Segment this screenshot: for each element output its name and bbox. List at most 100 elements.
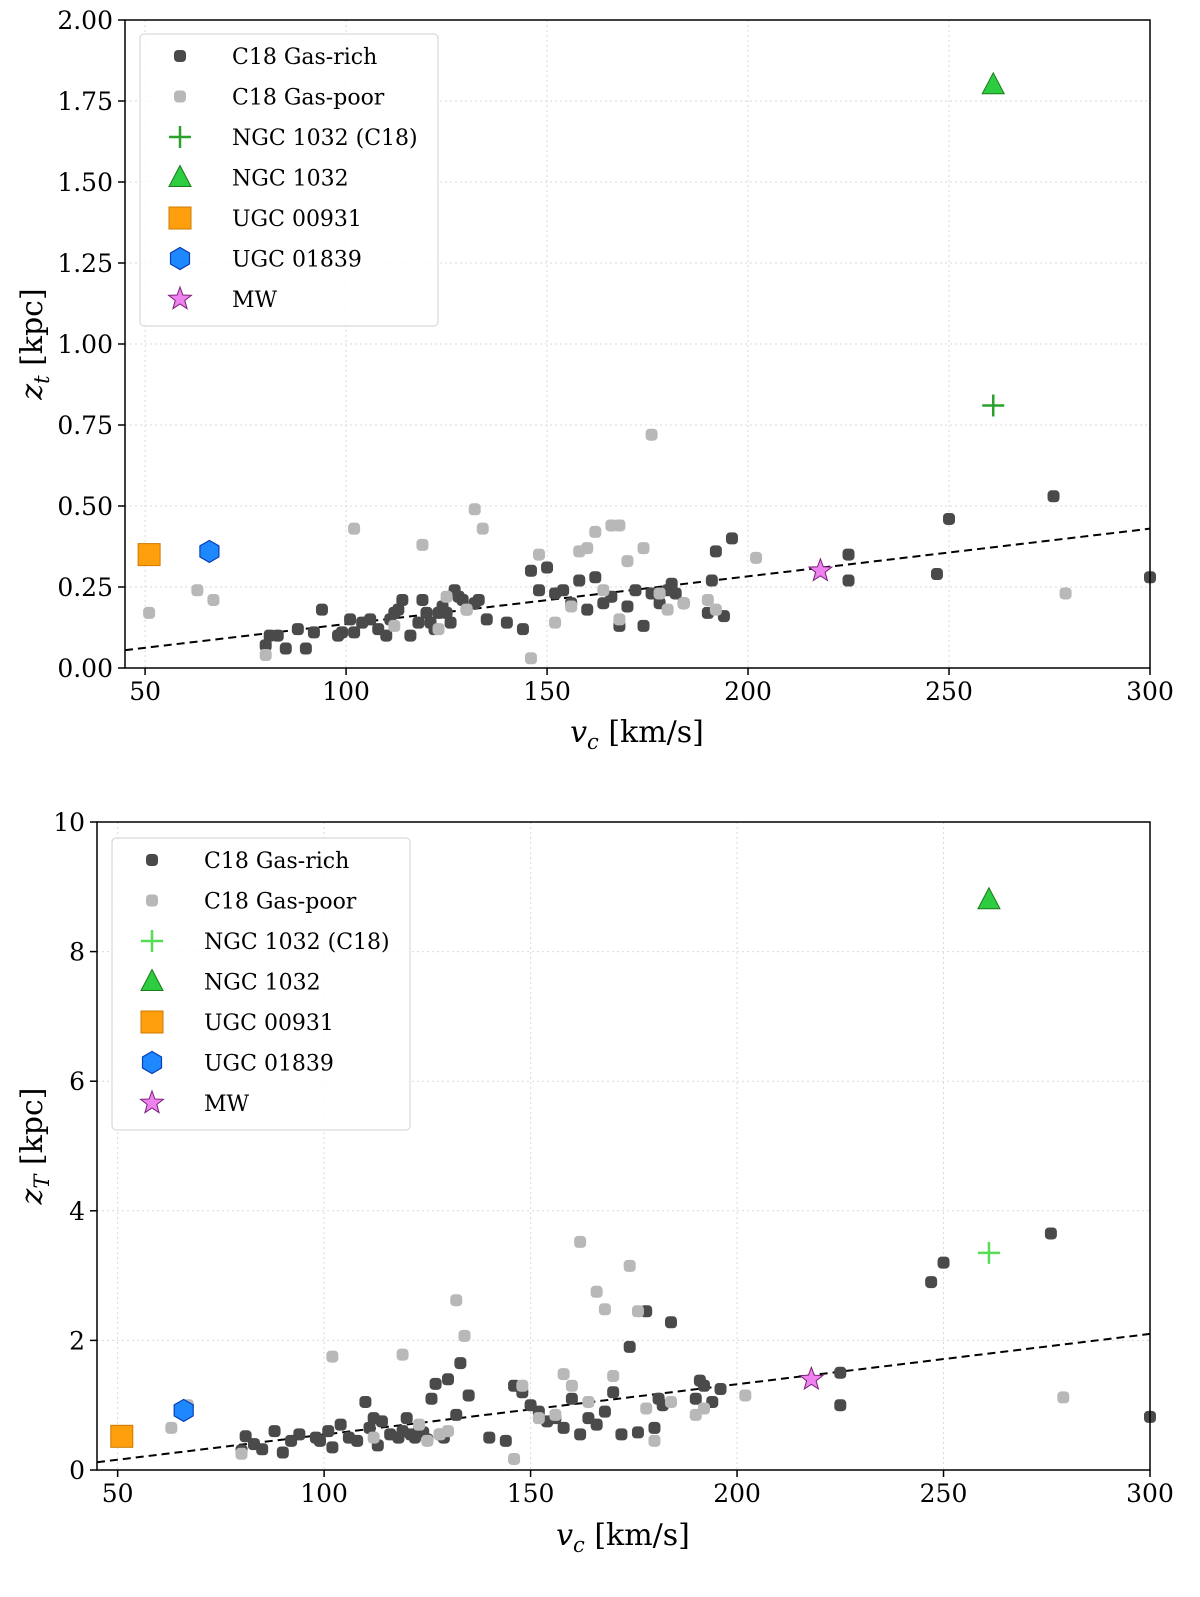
top-x-tick-label: 250 (925, 677, 973, 706)
bottom-x-axis-label: vc [km/s] (556, 1518, 690, 1557)
bottom-point-c18-gas-rich (925, 1276, 938, 1289)
top-point-c18-gas-poor (613, 519, 626, 532)
bottom-point-c18-gas-poor (640, 1402, 653, 1415)
bottom-point-c18-gas-rich (1044, 1227, 1057, 1240)
bottom-point-c18-gas-rich (598, 1405, 611, 1418)
top-point-c18-gas-rich (396, 593, 409, 606)
top-y-tick-label: 2.00 (57, 6, 113, 35)
top-point-ngc-1032-c18 (982, 394, 1005, 417)
top-point-c18-gas-poor (524, 652, 537, 665)
top-x-axis-label: vc [km/s] (570, 715, 704, 754)
top-legend-marker-ugc-01839 (169, 246, 191, 271)
bottom-legend-marker-ngc-1032 (140, 968, 164, 991)
bottom-point-c18-gas-rich (363, 1421, 376, 1434)
bottom-y-tick-label: 0 (69, 1456, 85, 1485)
bottom-x-tick-label: 300 (1126, 1479, 1174, 1508)
top-point-c18-gas-rich (500, 616, 513, 629)
top-y-tick-label: 1.75 (57, 87, 113, 116)
top-point-c18-gas-rich (259, 639, 272, 652)
bottom-series-c18-gas-poor (165, 1235, 1070, 1465)
bottom-point-c18-gas-rich (293, 1428, 306, 1441)
top-point-c18-gas-poor (468, 503, 481, 516)
top-point-c18-gas-rich (364, 613, 377, 626)
top-point-ngc-1032 (981, 71, 1006, 95)
bottom-point-c18-gas-poor (598, 1303, 611, 1316)
top-point-c18-gas-poor (143, 606, 156, 619)
bottom-point-c18-gas-poor (165, 1421, 178, 1434)
top-series-c18-gas-rich (259, 490, 1156, 655)
bottom-point-c18-gas-rich (268, 1425, 281, 1438)
bottom-point-c18-gas-poor (549, 1408, 562, 1421)
top-point-c18-gas-rich (472, 593, 485, 606)
bottom-point-c18-gas-rich (590, 1418, 603, 1431)
top-point-c18-gas-poor (750, 551, 763, 564)
bottom-legend-marker-ugc-01839 (141, 1050, 163, 1075)
top-point-c18-gas-poor (460, 603, 473, 616)
bottom-point-c18-gas-poor (565, 1379, 578, 1392)
top-point-c18-gas-rich (1047, 490, 1060, 503)
top-point-c18-gas-rich (930, 568, 943, 581)
bottom-point-c18-gas-poor (574, 1235, 587, 1248)
bottom-series-mw (798, 1365, 825, 1391)
bottom-panel: 50 100 150 200 250 300 0 2 4 6 8 10 vc [km/s] zT [k… (15, 808, 1174, 1557)
top-point-c18-gas-rich (943, 512, 956, 525)
top-y-tick-label: 0.50 (57, 492, 113, 521)
top-legend-marker-c18-gas-poor (174, 90, 186, 103)
bottom-point-c18-gas-rich (664, 1316, 677, 1329)
top-point-ugc-00931 (137, 543, 161, 567)
bottom-point-c18-gas-rich (334, 1418, 347, 1431)
top-point-c18-gas-poor (549, 616, 562, 629)
bottom-x-tick-label: 200 (713, 1479, 761, 1508)
top-legend-label-ngc-1032: NGC 1032 (232, 167, 349, 192)
top-point-c18-gas-rich (291, 623, 304, 636)
bottom-point-c18-gas-rich (483, 1431, 496, 1444)
bottom-legend-label-c18-gas-rich: C18 Gas-rich (204, 849, 349, 874)
top-point-c18-gas-rich (541, 561, 554, 574)
top-legend-box (139, 33, 439, 327)
bottom-point-c18-gas-rich (499, 1434, 512, 1447)
bottom-point-c18-gas-poor (326, 1350, 339, 1363)
bottom-point-c18-gas-rich (574, 1428, 587, 1441)
top-point-c18-gas-rich (629, 584, 642, 597)
top-legend-marker-ugc-00931 (168, 206, 192, 230)
bottom-point-c18-gas-rich (937, 1256, 950, 1269)
bottom-y-tick-label: 6 (69, 1067, 85, 1096)
top-x-tick-label: 100 (322, 677, 370, 706)
top-point-c18-gas-rich (581, 603, 594, 616)
bottom-legend-marker-c18-gas-rich (146, 854, 158, 866)
bottom-point-c18-gas-poor (582, 1395, 595, 1408)
bottom-point-c18-gas-poor (458, 1329, 471, 1342)
bottom-plot-frame (96, 821, 1151, 1471)
bottom-point-c18-gas-poor (413, 1418, 426, 1431)
top-point-c18-gas-poor (661, 603, 674, 616)
bottom-legend-marker-ugc-00931 (140, 1010, 164, 1034)
top-point-c18-gas-poor (645, 428, 658, 441)
top-legend-marker-mw (167, 285, 193, 310)
bottom-series-ugc-00931 (110, 1424, 134, 1448)
top-points (137, 71, 1156, 665)
top-point-c18-gas-rich (557, 584, 570, 597)
bottom-point-c18-gas-rich (239, 1430, 252, 1443)
top-point-c18-gas-poor (207, 593, 220, 606)
top-series-ngc-1032 (981, 71, 1006, 95)
bottom-point-c18-gas-poor (557, 1368, 570, 1381)
bottom-point-c18-gas-rich (429, 1377, 442, 1390)
bottom-y-tick-label: 8 (69, 938, 85, 967)
bottom-point-c18-gas-rich (631, 1426, 644, 1439)
top-point-c18-gas-rich (344, 613, 357, 626)
top-point-c18-gas-poor (476, 522, 489, 535)
bottom-point-c18-gas-poor (508, 1452, 521, 1465)
top-y-axis-label: zt [kpc] (15, 288, 54, 400)
top-point-c18-gas-poor (388, 619, 401, 632)
top-point-c18-gas-rich (637, 619, 650, 632)
bottom-y-tick-label: 10 (53, 808, 85, 837)
bottom-point-c18-gas-poor (450, 1294, 463, 1307)
top-point-c18-gas-rich (271, 629, 284, 642)
top-point-c18-gas-poor (709, 603, 722, 616)
bottom-x-tick-label: 150 (507, 1479, 555, 1508)
bottom-x-tick-label: 250 (920, 1479, 968, 1508)
top-x-tick-label: 50 (129, 677, 161, 706)
top-point-c18-gas-poor (565, 600, 578, 613)
top-point-c18-gas-poor (191, 584, 204, 597)
